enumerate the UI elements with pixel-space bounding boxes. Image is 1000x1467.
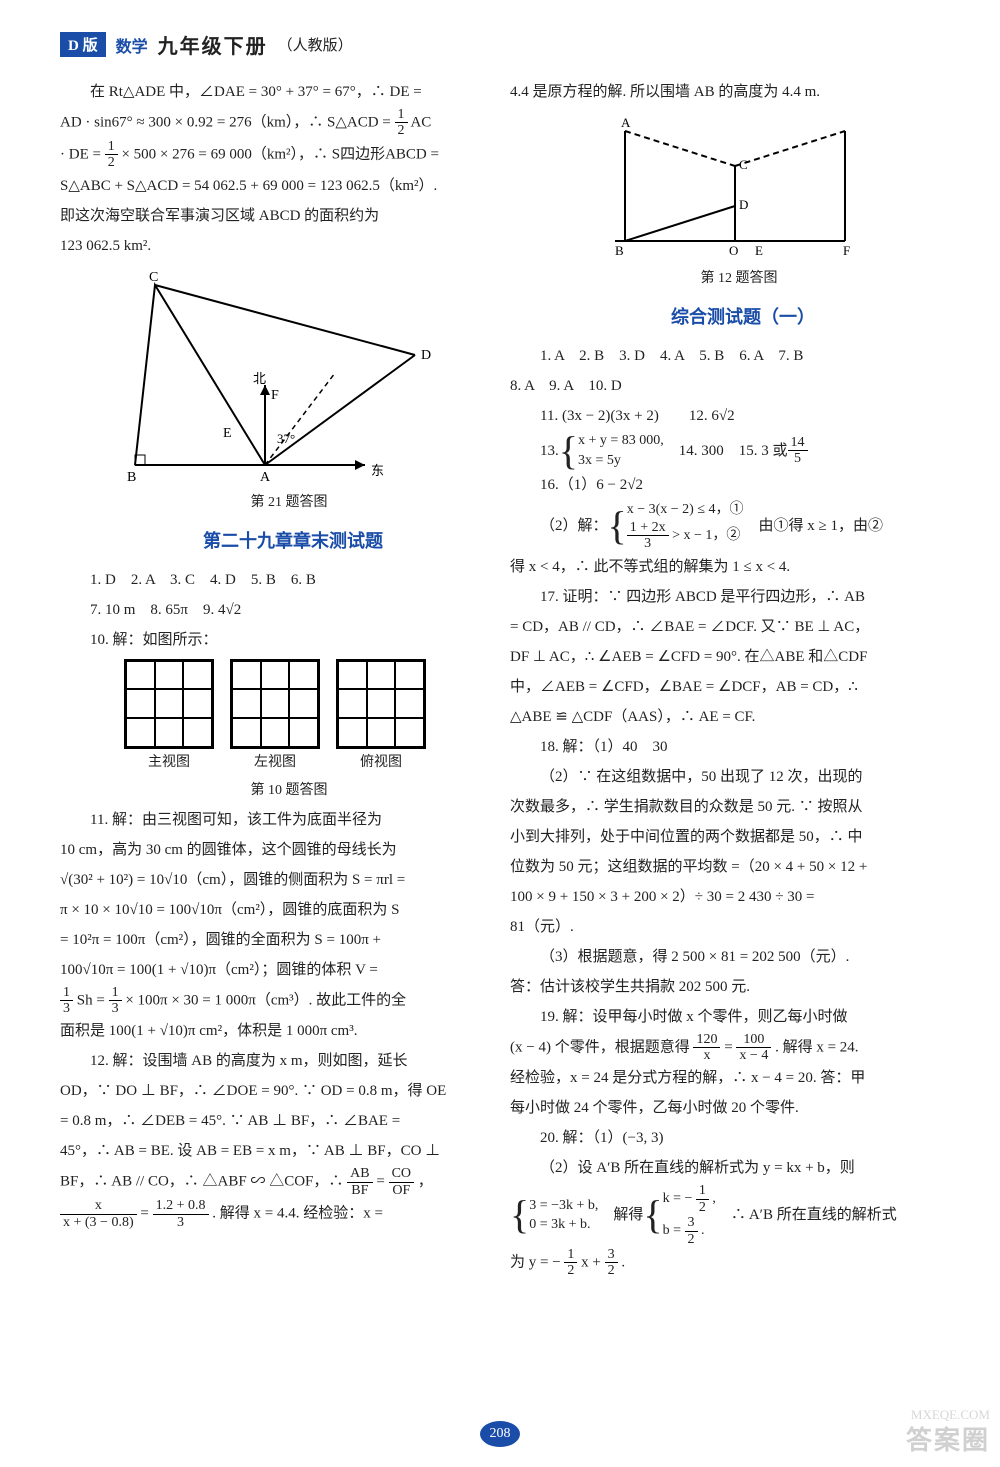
text-line: π × 10 × 10√10 = 100√10π（cm²），圆锥的底面积为 S (60, 895, 490, 925)
svg-text:F: F (271, 388, 279, 403)
text-line: (x − 4) 个零件，根据题意得 120x = 100x − 4 . 解得 x… (510, 1032, 940, 1064)
text-line: 81（元）. (510, 912, 940, 942)
text-line: √(30² + 10²) = 10√10（cm），圆锥的侧面积为 S = πrl… (60, 865, 490, 895)
page-number: 208 (480, 1421, 520, 1447)
svg-text:F: F (843, 243, 850, 258)
right-column: 4.4 是原方程的解. 所以围墙 AB 的高度为 4.4 m. A B C D … (510, 77, 940, 1279)
svg-text:D: D (421, 348, 431, 363)
answer-line: （2）解： { x − 3(x − 2) ≤ 4，① 1 + 2x3 > x −… (510, 500, 940, 551)
text-line: 19. 解：设甲每小时做 x 个零件，则乙每小时做 (510, 1002, 940, 1032)
text-line: xx + (3 − 0.8) = 1.2 + 0.83 . 解得 x = 4.4… (60, 1198, 490, 1230)
svg-text:O: O (729, 243, 738, 258)
text-line: BF，∴ AB // CO，∴ △ABF ∽ △COF，∴ ABBF = COO… (60, 1166, 490, 1198)
figure-10-caption: 第 10 题答图 (60, 777, 490, 805)
answer-line: 1. D 2. A 3. C 4. D 5. B 6. B (60, 565, 490, 595)
svg-text:C: C (739, 157, 748, 172)
text-line: 得 x < 4，∴ 此不等式组的解集为 1 ≤ x < 4. (510, 552, 940, 582)
answer-line: 13. { x + y = 83 000, 3x = 5y 14. 300 15… (510, 431, 940, 470)
svg-text:B: B (615, 243, 624, 258)
text-line: 为 y = − 12 x + 32 . (510, 1247, 940, 1279)
text-line: DF ⊥ AC，∴ ∠AEB = ∠CFD = 90°. 在△ABE 和△CDF (510, 642, 940, 672)
edition-badge: D 版 (60, 32, 106, 57)
text-line: 12. 解：设围墙 AB 的高度为 x m，则如图，延长 (60, 1046, 490, 1076)
left-column: 在 Rt△ADE 中，∠DAE = 30° + 37° = 67°，∴ DE =… (60, 77, 490, 1279)
side-view: 左视图 (230, 659, 320, 777)
text-line: = 10²π = 100π（cm²），圆锥的全面积为 S = 100π + (60, 925, 490, 955)
text-line: 中，∠AEB = ∠CFD，∠BAE = ∠DCF，AB = CD，∴ (510, 672, 940, 702)
text-line: 经检验，x = 24 是分式方程的解，∴ x − 4 = 20. 答：甲 (510, 1063, 940, 1093)
grade-title: 九年级下册 (158, 30, 268, 59)
text-line: △ABE ≌ △CDF（AAS），∴ AE = CF. (510, 702, 940, 732)
front-view: 主视图 (124, 659, 214, 777)
section-heading-comp: 综合测试题（一） (510, 299, 940, 335)
svg-text:B: B (127, 470, 136, 485)
svg-text:东: 东 (371, 463, 384, 478)
text-line: 答：估计该校学生共捐款 202 500 元. (510, 972, 940, 1002)
svg-text:E: E (223, 426, 232, 441)
text-line: OD，∵ DO ⊥ BF，∴ ∠DOE = 90°. ∵ OD = 0.8 m，… (60, 1076, 490, 1106)
text-line: = 0.8 m，∴ ∠DEB = 45°. ∵ AB ⊥ BF，∴ ∠BAE = (60, 1106, 490, 1136)
text-line: 小到大排列，处于中间位置的两个数据都是 50，∴ 中 (510, 822, 940, 852)
subject-label: 数学 (116, 33, 148, 57)
figure-12-svg: A B C D O E F (585, 111, 865, 261)
text-line: 100√10π = 100(1 + √10)π（cm²）；圆锥的体积 V = (60, 955, 490, 985)
svg-text:北: 北 (253, 371, 266, 386)
text-line: 次数最多，∴ 学生捐款数目的众数是 50 元. ∵ 按照从 (510, 792, 940, 822)
text-line: 在 Rt△ADE 中，∠DAE = 30° + 37° = 67°，∴ DE = (60, 77, 490, 107)
text-line: 面积是 100(1 + √10)π cm²，体积是 1 000π cm³. (60, 1016, 490, 1046)
answer-line: 16.（1）6 − 2√2 (510, 470, 940, 500)
watermark: 答案圈 (906, 1420, 990, 1457)
text-line: = CD，AB // CD，∴ ∠BAE = ∠DCF. 又∵ BE ⊥ AC， (510, 612, 940, 642)
svg-text:A: A (621, 115, 631, 130)
text-line: 每小时做 24 个零件，乙每小时做 20 个零件. (510, 1093, 940, 1123)
text-line: 123 062.5 km². (60, 231, 490, 261)
figure-12-caption: 第 12 题答图 (510, 265, 940, 293)
figure-12: A B C D O E F (510, 111, 940, 261)
text-line: { 3 = −3k + b, 0 = 3k + b. 解得 { k = − 12… (510, 1183, 940, 1247)
text-line: （3）根据题意，得 2 500 × 81 = 202 500（元）. (510, 942, 940, 972)
text-line: AD · sin67° ≈ 300 × 0.92 = 276（km），∴ S△A… (60, 107, 490, 139)
text-line: （2）设 A′B 所在直线的解析式为 y = kx + b，则 (510, 1153, 940, 1183)
figure-21-caption: 第 21 题答图 (60, 489, 490, 517)
section-heading-29: 第二十九章章末测试题 (60, 523, 490, 559)
svg-text:37°: 37° (277, 431, 295, 446)
text-line: 位数为 50 元；这组数据的平均数 =（20 × 4 + 50 × 12 + (510, 852, 940, 882)
svg-text:E: E (755, 243, 763, 258)
edition-label: （人教版） (278, 34, 353, 55)
text-line: · DE = 12 × 500 × 276 = 69 000（km²），∴ S四… (60, 139, 490, 171)
page: D 版 数学 九年级下册 （人教版） 在 Rt△ADE 中，∠DAE = 30°… (0, 0, 1000, 1319)
text-line: 即这次海空联合军事演习区域 ABCD 的面积约为 (60, 201, 490, 231)
svg-text:A: A (260, 470, 271, 485)
answer-line: 10. 解：如图所示： (60, 625, 490, 655)
answer-line: 11. (3x − 2)(3x + 2) 12. 6√2 (510, 401, 940, 431)
svg-text:D: D (739, 197, 748, 212)
text-line: 11. 解：由三视图可知，该工件为底面半径为 (60, 805, 490, 835)
text-line: 100 × 9 + 150 × 3 + 200 × 2）÷ 30 = 2 430… (510, 882, 940, 912)
figure-21-svg: A B C D E F 北 东 37° (105, 265, 445, 485)
text-line: 10 cm，高为 30 cm 的圆锥体，这个圆锥的母线长为 (60, 835, 490, 865)
text-line: 13 Sh = 13 × 100π × 30 = 1 000π（cm³）. 故此… (60, 985, 490, 1017)
answer-line: 1. A 2. B 3. D 4. A 5. B 6. A 7. B (510, 341, 940, 371)
answer-line: 7. 10 m 8. 65π 9. 4√2 (60, 595, 490, 625)
text-line: 18. 解：（1）40 30 (510, 732, 940, 762)
answer-line: 8. A 9. A 10. D (510, 371, 940, 401)
top-view: 俯视图 (336, 659, 426, 777)
page-header: D 版 数学 九年级下册 （人教版） (60, 30, 940, 59)
svg-text:C: C (149, 270, 158, 285)
text-line: 45°，∴ AB = BE. 设 AB = EB = x m，∵ AB ⊥ BF… (60, 1136, 490, 1166)
three-views: 主视图 左视图 俯视图 (60, 659, 490, 777)
text-line: （2）∵ 在这组数据中，50 出现了 12 次，出现的 (510, 762, 940, 792)
text-line: 4.4 是原方程的解. 所以围墙 AB 的高度为 4.4 m. (510, 77, 940, 107)
text-line: 20. 解：（1）(−3, 3) (510, 1123, 940, 1153)
text-line: S△ABC + S△ACD = 54 062.5 + 69 000 = 123 … (60, 171, 490, 201)
text-line: 17. 证明：∵ 四边形 ABCD 是平行四边形，∴ AB (510, 582, 940, 612)
figure-21: A B C D E F 北 东 37° (60, 265, 490, 485)
